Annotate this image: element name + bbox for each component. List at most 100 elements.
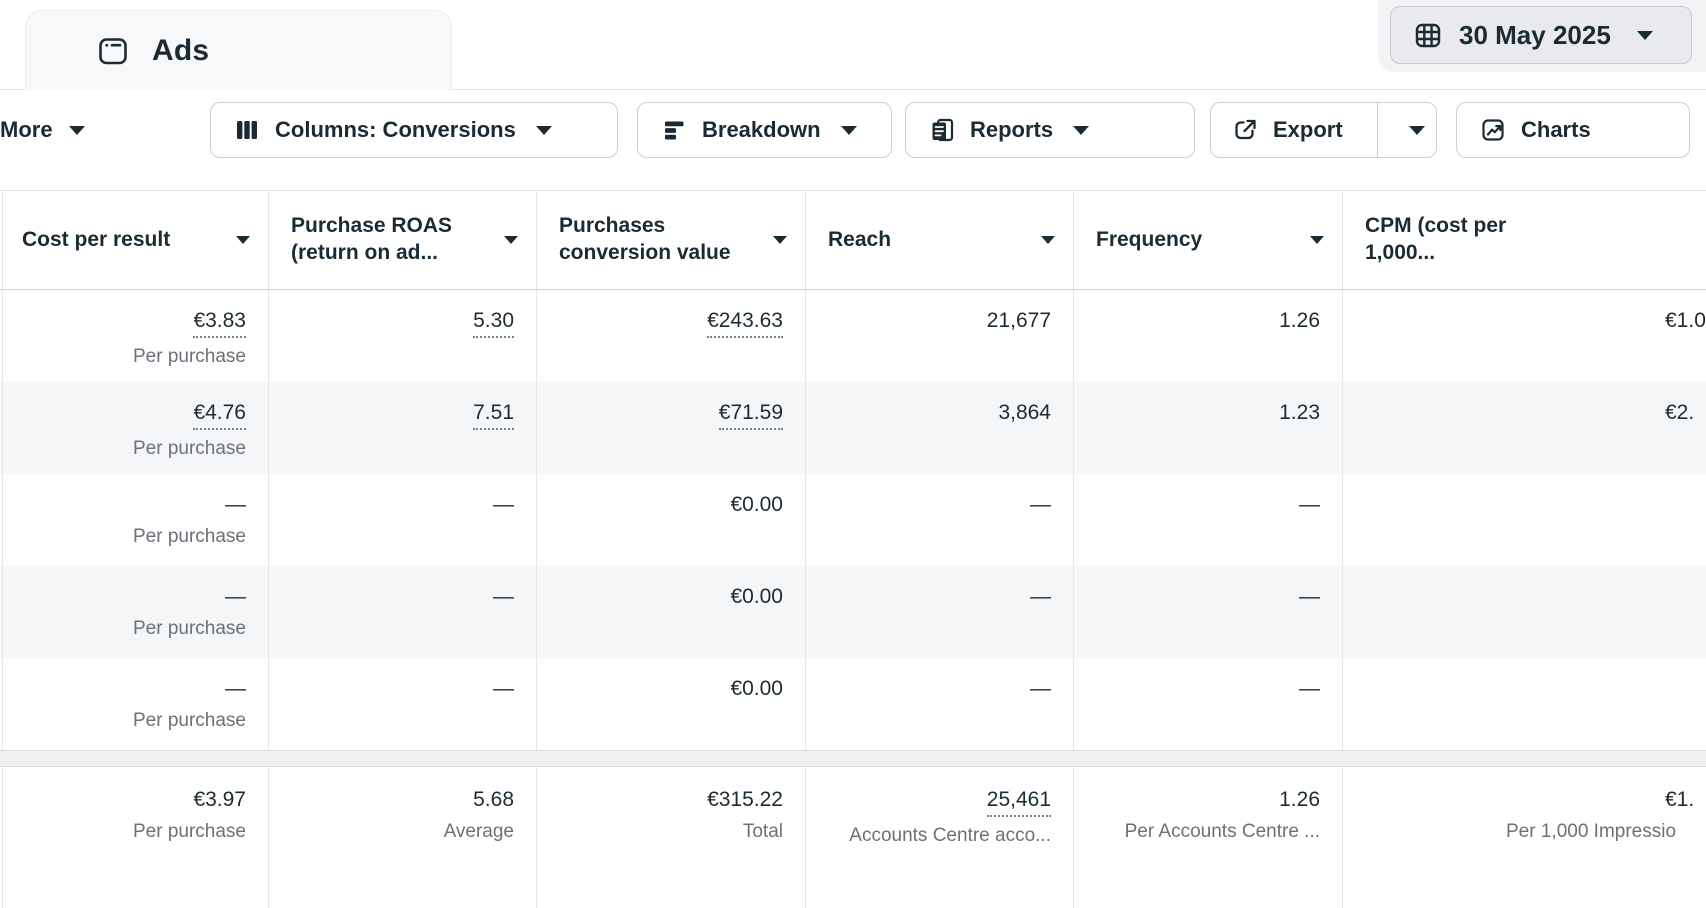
column-header-label: CPM (cost per 1,000...: [1365, 214, 1507, 264]
table-header-row: Cost per result Purchase ROAS (return on…: [0, 190, 1706, 290]
charts-icon: [1482, 119, 1504, 141]
column-header-label: Reach: [828, 227, 892, 251]
columns-button[interactable]: Columns: Conversions: [210, 102, 618, 158]
frequency-value: —: [1299, 493, 1320, 516]
cost-per-result-value[interactable]: €3.83: [193, 307, 246, 339]
cpm-value: €2.: [1665, 401, 1695, 424]
cpm-cell: €2.: [1343, 382, 1706, 474]
sort-caret-icon[interactable]: [1310, 236, 1324, 244]
cpm-value: €1.0: [1665, 309, 1706, 332]
column-header-label: Purchase ROAS (return on ad...: [291, 214, 453, 264]
sort-caret-icon[interactable]: [773, 236, 787, 244]
reach-value: 21,677: [986, 309, 1051, 332]
export-icon: [1235, 119, 1256, 140]
frequency-value: —: [1299, 585, 1320, 608]
cost-per-result-cell: — Per purchase: [0, 566, 269, 658]
cpm-cell: €1.0: [1343, 290, 1706, 382]
export-dropdown-button[interactable]: [1392, 103, 1436, 157]
totals-row: €3.97 Per purchase 5.68 Average €315.22 …: [0, 768, 1706, 908]
cost-per-result-value: —: [225, 493, 246, 516]
purchase-roas-cell: —: [269, 566, 537, 658]
frequency-value: 1.23: [1279, 401, 1320, 424]
table-row: €3.83 Per purchase 5.30 €243.63 21,677 1…: [0, 290, 1706, 382]
column-header-purchase-roas[interactable]: Purchase ROAS (return on ad...: [269, 191, 537, 289]
column-header-cpm[interactable]: CPM (cost per 1,000...: [1343, 191, 1706, 289]
tab-ads[interactable]: Ads: [25, 10, 452, 90]
totals-cpm-sub-label: Per 1,000 Impressio: [1506, 821, 1677, 843]
reach-value: —: [1030, 677, 1051, 700]
purchase-roas-cell: 7.51: [269, 382, 537, 474]
totals-purchase-roas-value: 5.68: [473, 788, 514, 811]
ads-icon: [99, 37, 127, 64]
column-header-reach[interactable]: Reach: [806, 191, 1074, 289]
reports-icon: [932, 118, 954, 142]
reach-cell: —: [806, 566, 1074, 658]
export-split-button: Export: [1210, 102, 1437, 158]
totals-cpm-cell: €1. Per 1,000 Impressio: [1343, 768, 1706, 908]
sort-caret-icon[interactable]: [504, 236, 518, 244]
cost-per-result-cell: €3.83 Per purchase: [0, 290, 269, 382]
frequency-value: —: [1299, 677, 1320, 700]
cpm-cell: [1343, 658, 1706, 750]
chevron-down-icon: [1073, 125, 1090, 135]
charts-button[interactable]: Charts: [1456, 102, 1690, 158]
result-type-label: Per purchase: [132, 438, 246, 460]
conversion-value-cell: €0.00: [537, 474, 806, 566]
result-type-label: Per purchase: [132, 346, 246, 368]
metrics-table: Cost per result Purchase ROAS (return on…: [0, 190, 1706, 750]
export-button-label: Export: [1273, 117, 1343, 142]
totals-cost-per-result-value: €3.97: [193, 788, 246, 811]
reach-value: —: [1030, 585, 1051, 608]
result-type-label: Per purchase: [132, 526, 246, 548]
tab-ads-label: Ads: [152, 33, 210, 67]
horizontal-scrollbar-track[interactable]: [0, 750, 1706, 767]
table-body: €3.83 Per purchase 5.30 €243.63 21,677 1…: [0, 290, 1706, 750]
calendar-icon: [1415, 23, 1441, 48]
purchase-roas-cell: —: [269, 474, 537, 566]
conversion-value: €0.00: [730, 677, 783, 700]
column-header-frequency[interactable]: Frequency: [1074, 191, 1343, 289]
reach-cell: —: [806, 658, 1074, 750]
column-header-label: Purchases conversion value: [559, 214, 731, 264]
conversion-value-cell: €71.59: [537, 382, 806, 474]
totals-reach-value[interactable]: 25,461: [986, 786, 1051, 818]
totals-value-sub-label: Total: [742, 821, 783, 843]
cpm-cell: [1343, 474, 1706, 566]
cost-per-result-value: —: [225, 677, 246, 700]
tab-band: Ads 30 May 2025: [0, 0, 1706, 90]
chevron-down-icon: [535, 125, 552, 135]
reach-cell: 3,864: [806, 382, 1074, 474]
breakdown-button[interactable]: Breakdown: [637, 102, 892, 158]
purchase-roas-value[interactable]: 7.51: [473, 399, 514, 431]
charts-button-label: Charts: [1521, 117, 1591, 142]
purchase-roas-value: —: [493, 677, 514, 700]
sort-caret-icon[interactable]: [1041, 236, 1055, 244]
conversion-value-cell: €0.00: [537, 566, 806, 658]
purchase-roas-value: —: [493, 493, 514, 516]
date-panel: 30 May 2025: [1378, 0, 1706, 72]
conversion-value[interactable]: €71.59: [718, 399, 783, 431]
totals-frequency-value: 1.26: [1279, 788, 1320, 811]
purchase-roas-value[interactable]: 5.30: [473, 307, 514, 339]
reach-value: —: [1030, 493, 1051, 516]
column-header-cost-per-result[interactable]: Cost per result: [0, 191, 269, 289]
reach-cell: 21,677: [806, 290, 1074, 382]
date-picker-button[interactable]: 30 May 2025: [1390, 6, 1692, 64]
purchase-roas-cell: 5.30: [269, 290, 537, 382]
totals-purchase-roas-cell: 5.68 Average: [269, 768, 537, 908]
cost-per-result-value: —: [225, 585, 246, 608]
export-button[interactable]: Export: [1211, 103, 1363, 157]
frequency-cell: 1.26: [1074, 290, 1343, 382]
sort-caret-icon[interactable]: [236, 236, 250, 244]
totals-conversion-value: €315.22: [707, 788, 783, 811]
reach-value: 3,864: [998, 401, 1051, 424]
conversion-value: €0.00: [730, 585, 783, 608]
more-button[interactable]: More: [0, 102, 85, 158]
conversion-value[interactable]: €243.63: [707, 307, 783, 339]
more-button-label: More: [0, 117, 53, 142]
chevron-down-icon: [840, 125, 857, 135]
table-row: — Per purchase — €0.00 — —: [0, 658, 1706, 750]
column-header-purchases-conversion-value[interactable]: Purchases conversion value: [537, 191, 806, 289]
reports-button[interactable]: Reports: [905, 102, 1195, 158]
cost-per-result-value[interactable]: €4.76: [193, 399, 246, 431]
